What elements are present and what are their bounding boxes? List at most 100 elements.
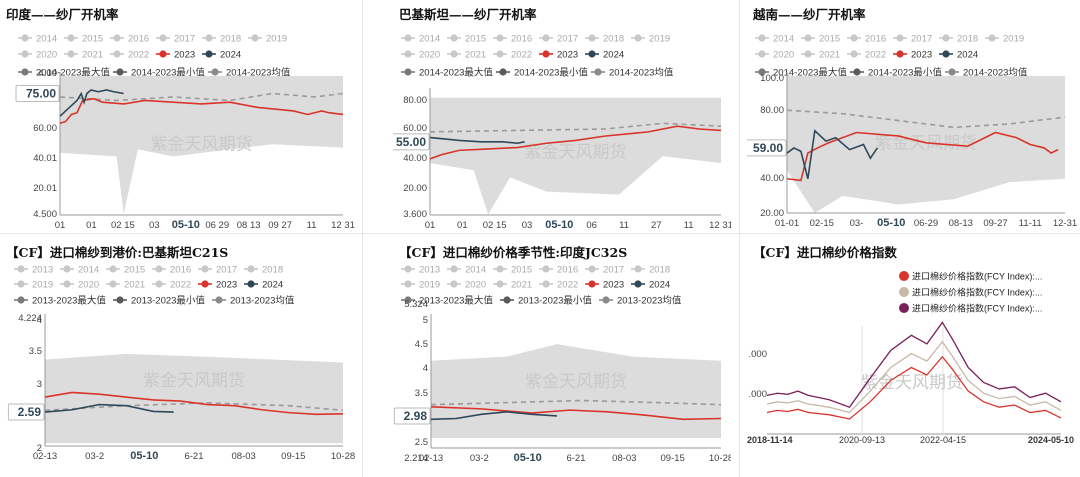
y-tick-label: 20.00 [760, 208, 784, 219]
panel-pakistan-c21s-price: 【CF】进口棉纱到港价:巴基斯坦C21S 2013 2014 2015 2016 201… [0, 238, 356, 477]
x-tick-label: 05-10 [130, 450, 158, 462]
x-tick-label: 08 13 [237, 220, 261, 230]
legend-swatch-dot [404, 280, 412, 288]
legend-label: 2020 [36, 50, 57, 61]
x-tick-label: 2018-11-14 [747, 435, 793, 445]
chart-india-jc32s-price: 2013 2014 2015 2016 2017 2018 2019 2020 2021 2022… [393, 265, 731, 464]
legend-label: 2023 [216, 280, 237, 291]
legend-swatch-dot [450, 50, 458, 58]
legend-swatch-dot [988, 34, 996, 42]
legend-label: 2024 [957, 50, 978, 61]
legend-label: 2018 [649, 265, 670, 276]
legend-label: 2013 [32, 265, 53, 276]
y-tick-label: 3.5 [29, 346, 42, 357]
y-tick-label: 60.00 [33, 123, 57, 134]
x-tick-label: 11-11 [1019, 218, 1042, 229]
legend-swatch-dot [159, 50, 167, 58]
y-tick-label: .000 [749, 389, 768, 400]
y-tick-label: 5 [423, 315, 428, 326]
legend-swatch-dot [109, 265, 117, 273]
legend-label: 2019 [32, 280, 53, 291]
range-band [60, 76, 343, 215]
x-tick-label: 06-29 [914, 218, 938, 229]
x-tick-label: 10-28 [331, 451, 355, 462]
legend-label: 2015 [124, 265, 145, 276]
range-band [787, 76, 1065, 213]
legend-swatch-dot [758, 50, 766, 58]
y-tick-label: 20.01 [33, 183, 57, 194]
series-2024-line [44, 403, 174, 413]
legend-label: 2013-2023最小值 [518, 295, 592, 307]
legend-swatch-dot [499, 68, 507, 76]
divider-vertical-left [362, 0, 363, 477]
y-tick-label: 3 [37, 379, 42, 390]
x-tick-label: 11 [619, 220, 629, 230]
x-tick-label: 12 31 [331, 220, 355, 230]
legend-swatch-dot [201, 265, 209, 273]
legend-label: 2019 [1003, 34, 1024, 45]
legend-label: 2020 [78, 280, 99, 291]
watermark: 紫金天风期货 [143, 371, 245, 390]
legend-swatch-dot [896, 50, 904, 58]
legend-swatch-dot [588, 280, 596, 288]
y-tick-label: 80.00 [403, 95, 427, 106]
legend-label: 2013-2023最小值 [131, 295, 205, 307]
panel-vietnam-spinning-rate: 越南——纱厂开机率 2014 2015 2016 2017 2018 2019 2020 20… [747, 0, 1080, 230]
watermark: 紫金天风期货 [525, 143, 627, 162]
panel-fcy-index: 【CF】进口棉纱价格指数 进口棉纱价格指数(FCY Index):... 进口棉纱… [747, 238, 1080, 477]
legend-label: 2020 [773, 50, 794, 61]
legend-swatch-dot [850, 34, 858, 42]
panel-title: 巴基斯坦——纱厂开机率 [399, 7, 537, 22]
legend-label: 2014 [36, 34, 57, 45]
legend-label: 2022 [865, 50, 886, 61]
legend-swatch-dot [948, 68, 956, 76]
legend-swatch-dot [159, 34, 167, 42]
divider-vertical-right [739, 0, 740, 477]
x-tick-label: 09-15 [661, 453, 685, 464]
legend-label: 2014-2023最大值 [773, 67, 847, 79]
x-tick-label: 2020-09-13 [839, 435, 885, 445]
legend-label: 2014-2023均值 [963, 67, 1028, 79]
legend-label: 2013 [419, 265, 440, 276]
x-tick-label: 06 [586, 220, 597, 230]
legend-swatch-dot [853, 68, 861, 76]
legend-swatch-dot [201, 280, 209, 288]
x-tick-label: 08-13 [949, 218, 973, 229]
chart-pakistan-c21s-price: 2013 2014 2015 2016 2017 2018 2019 2020 2021 2022… [7, 265, 355, 462]
legend-swatch-dot [450, 280, 458, 288]
legend-swatch-dot [942, 34, 950, 42]
legend-swatch-dot [21, 50, 29, 58]
legend-swatch-dot [21, 34, 29, 42]
chart-india-spinning-rate: 2014 2015 2016 2017 2018 2019 2020 2021 2022 2023… [15, 34, 355, 230]
series-2024-line [429, 136, 525, 145]
legend-swatch-dot [205, 34, 213, 42]
x-tick-label: 2024-05-10 [1028, 435, 1074, 445]
legend-swatch-dot [899, 271, 909, 281]
panel-title: 印度——纱厂开机率 [6, 7, 119, 22]
legend-swatch-dot [113, 34, 121, 42]
legend-label: 2022 [128, 50, 149, 61]
legend-label: 2015 [82, 34, 103, 45]
x-tick-label: 09 27 [268, 220, 292, 230]
x-tick-label: 08-03 [232, 451, 256, 462]
x-tick-label: 03-2 [85, 451, 104, 462]
legend-swatch-dot [588, 265, 596, 273]
legend-label: 2023 [603, 280, 624, 291]
legend-swatch-dot [450, 34, 458, 42]
watermark: 紫金天风期货 [525, 372, 627, 391]
legend-label: 2017 [911, 34, 932, 45]
x-tick-label: 11 [307, 220, 317, 230]
legend-label: 2015 [819, 34, 840, 45]
legend-label: 2013-2023最大值 [419, 295, 493, 307]
y-tick-label: 2 [37, 443, 42, 454]
legend-swatch-dot [67, 50, 75, 58]
legend-swatch-dot [404, 50, 412, 58]
panel-title: 越南——纱厂开机率 [753, 7, 866, 22]
y-tick-label: 4 [423, 363, 428, 374]
series-2024-line [430, 410, 558, 421]
legend-swatch-dot [155, 280, 163, 288]
legend-label: 2013-2023最大值 [32, 295, 106, 307]
y-tick-label: 4.5 [415, 339, 428, 350]
legend-swatch-dot [67, 34, 75, 42]
legend-swatch-dot [634, 265, 642, 273]
